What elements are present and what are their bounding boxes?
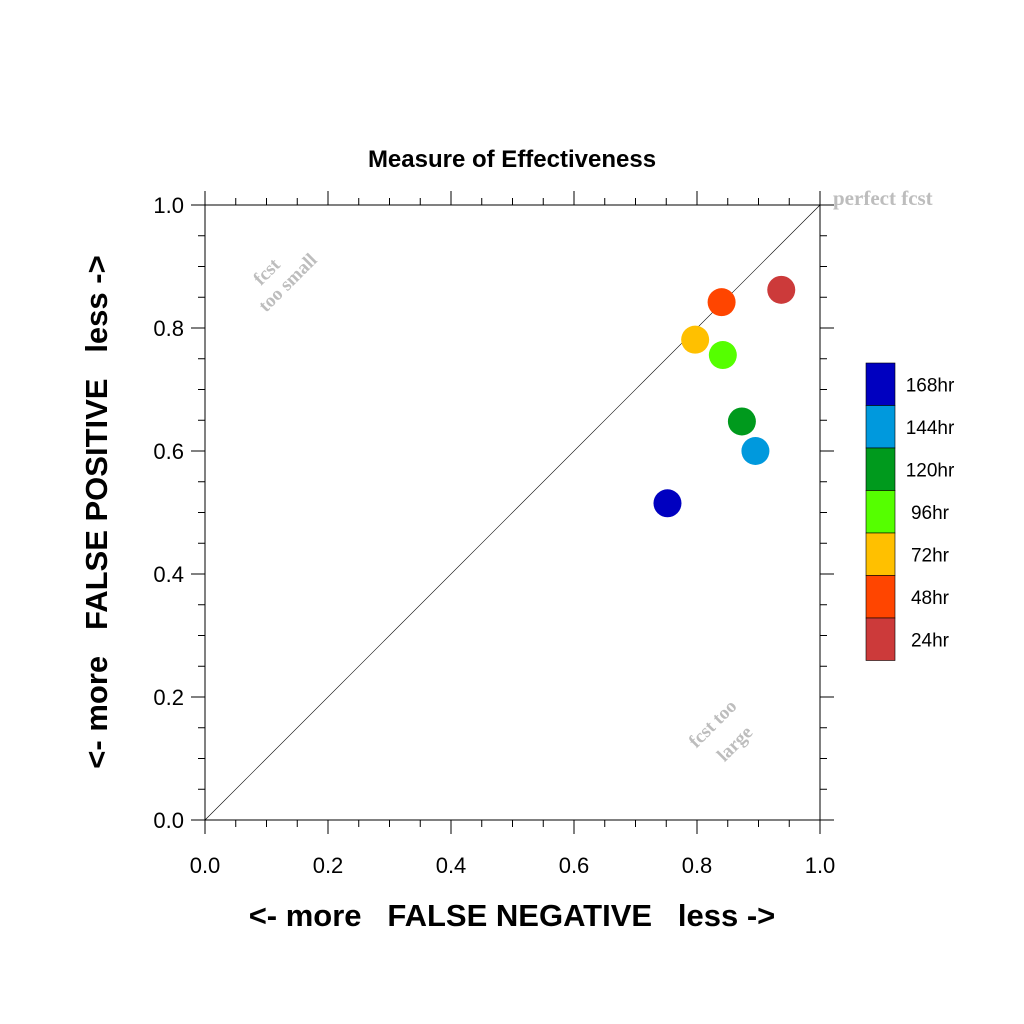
x-tick-label: 0.4: [436, 853, 467, 878]
legend-swatch-96hr: [865, 490, 896, 534]
point-96hr: [708, 341, 737, 370]
x-tick-label: 0.2: [313, 853, 344, 878]
legend-swatch-168hr: [865, 362, 896, 406]
y-tick-label: 0.4: [153, 562, 184, 587]
legend-swatch-24hr: [865, 617, 896, 661]
y-axis-title: <- more FALSE POSITIVE less ->: [79, 255, 114, 768]
point-24hr: [767, 275, 796, 304]
chart-title: Measure of Effectiveness: [368, 146, 656, 173]
legend-label-144hr: 144hr: [906, 418, 955, 439]
y-tick-label: 0.2: [153, 685, 184, 710]
point-48hr: [707, 288, 736, 317]
y-tick-label: 1.0: [153, 193, 184, 218]
x-tick-label: 0.6: [559, 853, 590, 878]
legend-label-72hr: 72hr: [911, 545, 950, 566]
legend-swatch-144hr: [865, 405, 896, 449]
point-168hr: [653, 489, 682, 518]
legend-label-24hr: 24hr: [911, 630, 950, 651]
legend-swatch-48hr: [865, 575, 896, 619]
legend-label-168hr: 168hr: [906, 375, 955, 396]
x-axis-title: <- more FALSE NEGATIVE less ->: [249, 898, 776, 933]
legend-label-96hr: 96hr: [911, 503, 950, 524]
plot-area: 0.0 0.2 0.4 0.6 0.8 1.0 0.0 0.2 0.4 0.6 0.8 1.0 perf…: [153, 186, 932, 878]
perfect-fcst-label: perfect fcst: [833, 186, 933, 210]
legend-swatch-72hr: [865, 532, 896, 576]
x-tick-label: 1.0: [805, 853, 836, 878]
x-tick-label: 0.0: [190, 853, 221, 878]
y-tick-label: 0.6: [153, 439, 184, 464]
point-144hr: [741, 437, 770, 465]
legend: 168hr 144hr 120hr 96hr 72hr 48hr 24hr: [865, 362, 955, 661]
point-120hr: [727, 407, 756, 436]
legend-label-48hr: 48hr: [911, 588, 950, 609]
y-tick-label: 0.8: [153, 316, 184, 341]
x-tick-label: 0.8: [682, 853, 713, 878]
legend-swatch-120hr: [865, 447, 896, 491]
y-tick-label: 0.0: [153, 808, 184, 833]
point-72hr: [681, 325, 710, 354]
legend-label-120hr: 120hr: [906, 460, 955, 481]
